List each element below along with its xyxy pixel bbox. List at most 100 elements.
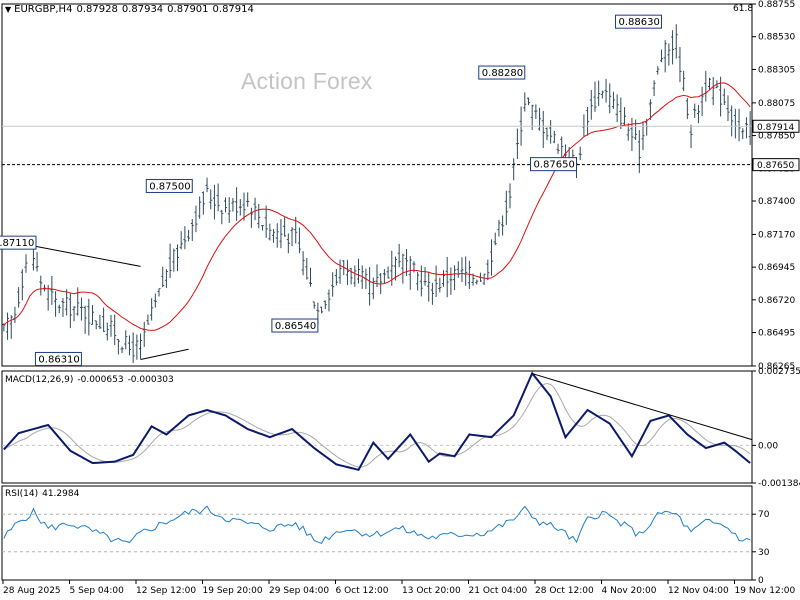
close-value: 0.87914 [212,4,254,15]
price-bar [286,233,290,254]
price-bar [733,108,737,139]
price-ytick-label: 0.86265 [758,362,795,372]
low-value: 0.87901 [167,4,209,15]
price-ytick-label: 0.88075 [758,99,795,109]
macd-trendline [532,373,753,441]
price-bar [593,81,597,112]
price-bar [393,256,397,281]
price-bar [427,271,431,302]
dropdown-triangle-icon[interactable]: ▼ [5,5,12,14]
macd-title: MACD(12,26,9) [5,375,74,385]
price-bar [508,183,512,209]
price-bar [445,256,449,298]
x-tick-label: 5 Sep 04:00 [70,586,125,596]
price-annotation-label: 0.87110 [0,238,34,249]
price-bar [368,267,372,306]
price-bar [604,78,608,103]
price-bar [648,99,652,120]
price-bar [386,266,390,279]
price-annotation-label: 0.88280 [482,68,523,79]
price-bar [486,259,490,281]
price-bar [545,127,549,140]
price-bar [331,272,335,297]
support-price-label: 0.87650 [757,161,794,171]
macd-panel-frame [1,370,753,484]
x-tick-label: 29 Sep 04:00 [269,586,329,596]
price-bar [678,46,682,83]
price-bar [187,229,191,242]
price-bar [659,49,663,63]
rsi-title: RSI(14) [5,489,39,499]
price-bar [179,231,183,250]
price-bar [235,187,239,221]
price-bar [652,80,656,96]
price-bar [157,288,161,297]
price-bar [131,332,135,363]
x-tick-label: 6 Oct 12:00 [336,586,389,596]
price-bar [301,251,305,276]
macd-main-line [3,371,751,471]
price-annotation-box [34,351,82,366]
price-bar [172,248,176,272]
price-bar [294,216,298,244]
price-bar [198,196,202,219]
price-bar [323,300,327,310]
price-bar [586,106,590,136]
price-bar [493,232,497,246]
price-bar [72,306,76,322]
price-bar [685,98,689,120]
price-bar [249,207,253,228]
price-bar [456,261,460,278]
price-annotation-box [271,318,319,333]
price-bar [253,197,257,221]
price-bar [442,270,446,287]
open-value: 0.87928 [76,4,118,15]
price-bar [671,30,675,65]
price-bar [275,223,279,248]
price-bar [312,301,316,309]
price-bar [42,284,46,292]
price-bar [127,335,131,356]
price-bar [708,77,712,90]
price-bar [39,275,43,296]
macd-ytick-label: -0.001384 [758,479,800,489]
price-ytick-label: 0.88305 [758,65,795,75]
price-bar [246,192,250,207]
price-bar [308,267,312,287]
price-bar [194,205,198,233]
price-ytick-label: 0.86720 [758,296,795,306]
price-bar [65,289,69,316]
price-bar [224,197,228,213]
current-price-label: 0.87914 [757,123,794,133]
price-annotation-label: 0.88630 [618,17,659,28]
price-annotation-box [0,235,37,250]
price-bar [334,268,338,286]
price-bar [242,192,246,221]
support-price-box [752,158,800,172]
price-bar [9,315,13,339]
price-annotation-label: 0.87650 [534,160,575,171]
price-bar [79,297,83,321]
price-bar [401,253,405,284]
price-bar [534,104,538,119]
macd-ytick-label: 0.00 [758,441,778,451]
price-ytick-label: 0.87170 [758,230,795,240]
rsi-ytick-label: 30 [758,548,770,558]
price-bar [578,146,582,161]
price-bar [423,267,427,286]
price-bar [434,265,438,297]
price-bar [13,306,17,323]
price-bar [124,330,128,350]
price-bar [353,265,357,287]
price-bar [371,277,375,300]
price-bar [490,239,494,276]
price-bar [552,130,556,144]
price-bar [541,110,545,148]
price-bar [264,205,268,238]
price-bar [748,111,752,146]
rsi-ytick-label: 0 [758,576,764,586]
price-ytick-label: 0.88755 [758,0,795,10]
price-bar [744,117,748,139]
x-tick-label: 21 Oct 04:00 [469,586,528,596]
